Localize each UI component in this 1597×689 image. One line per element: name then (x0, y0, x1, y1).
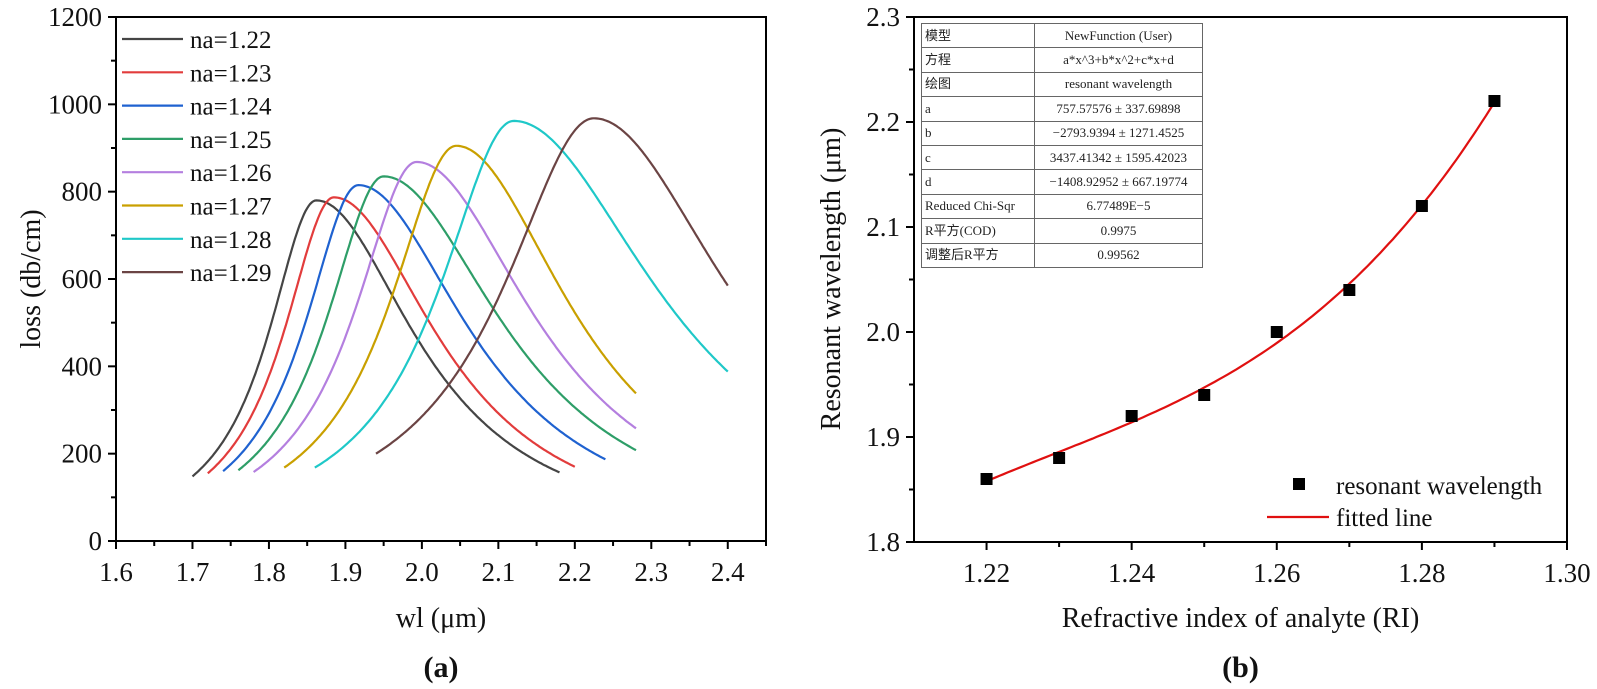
fit-table-row: 绘图 resonant wavelength (921, 71, 1203, 98)
y-tick-label-b: 2.0 (866, 317, 900, 347)
fitted-curve (986, 101, 1496, 483)
fit-table-value: −2793.9394 ± 1271.4525 (1034, 120, 1203, 146)
y-tick-label-a: 1000 (48, 89, 102, 119)
fit-table-key: R平方(COD) (921, 218, 1035, 244)
x-tick-label-a: 1.7 (176, 557, 210, 587)
data-point (1125, 410, 1138, 422)
x-tick-label-a: 2.1 (481, 557, 515, 587)
fit-table-key: 调整后R平方 (921, 242, 1035, 268)
legend-label: na=1.25 (190, 127, 271, 154)
fit-table-value: 6.77489E−5 (1034, 193, 1203, 220)
y-tick-label-a: 400 (62, 351, 103, 381)
legend-label: na=1.24 (190, 94, 272, 121)
legend-label-points: resonant wavelength (1336, 473, 1543, 500)
fit-table-key: 模型 (921, 22, 1035, 49)
y-tick-label-a: 1200 (48, 2, 102, 32)
y-tick-label-a: 600 (62, 264, 103, 294)
series-line-na-1-24 (222, 183, 606, 472)
fit-table-value: a*x^3+b*x^2+c*x+d (1034, 47, 1203, 73)
fit-results-table: 模型 NewFunction (User) 方程 a*x^3+b*x^2+c*x+d 绘… (921, 22, 1203, 268)
legend-marker-points (1293, 478, 1305, 490)
x-tick-label-a: 2.3 (634, 557, 668, 587)
series-line-na-1-23 (207, 196, 576, 475)
x-tick-label-a: 1.9 (329, 557, 363, 587)
y-tick-label-b: 2.2 (866, 107, 900, 137)
fit-table-value: 0.99562 (1034, 242, 1203, 268)
y-tick-label-b: 2.3 (866, 2, 900, 32)
y-axis-title-b: Resonant wavelength (μm) (816, 128, 847, 431)
fit-table-value: 3437.41342 ± 1595.42023 (1034, 144, 1203, 171)
legend-label: na=1.28 (190, 227, 271, 254)
series-line-na-1-25 (237, 175, 637, 472)
fit-table-row: b −2793.9394 ± 1271.4525 (921, 120, 1203, 146)
y-tick-label-b: 1.8 (866, 527, 900, 557)
data-point (980, 473, 993, 485)
y-tick-label-a: 200 (62, 439, 103, 469)
x-tick-label-b: 1.24 (1108, 558, 1156, 588)
series-line-na-1-26 (252, 160, 637, 473)
fit-table-row: a 757.57576 ± 337.69898 (921, 96, 1203, 122)
data-point (1053, 452, 1066, 464)
fit-table-key: Reduced Chi-Sqr (921, 193, 1035, 220)
fit-table-row: c 3437.41342 ± 1595.42023 (921, 144, 1203, 171)
y-tick-label-a: 0 (89, 526, 103, 556)
fit-table-value: 757.57576 ± 337.69898 (1034, 96, 1203, 122)
legend-label-fit: fitted line (1336, 505, 1433, 532)
legend-label: na=1.22 (190, 27, 271, 54)
fit-table-row: 调整后R平方 0.99562 (921, 242, 1203, 268)
y-axis-title-a: loss (db/cm) (16, 209, 47, 348)
series-line-na-1-27 (283, 144, 637, 469)
fit-table-key: a (921, 96, 1035, 122)
fit-table-key: c (921, 144, 1035, 171)
caption-a: (a) (424, 651, 459, 684)
series-line-na-1-29 (375, 117, 729, 455)
fit-table-row: R平方(COD) 0.9975 (921, 218, 1203, 244)
legend-label: na=1.26 (190, 160, 271, 187)
x-tick-label-b: 1.30 (1543, 558, 1590, 588)
legend-label: na=1.27 (190, 194, 271, 221)
data-point (1198, 389, 1211, 401)
x-tick-label-b: 1.26 (1253, 558, 1300, 588)
fit-table-key: 绘图 (921, 71, 1035, 98)
x-tick-label-b: 1.22 (963, 558, 1010, 588)
fit-table-value: resonant wavelength (1034, 71, 1203, 98)
x-axis-title-a: wl (μm) (396, 603, 486, 634)
fit-table-value: 0.9975 (1034, 218, 1203, 244)
legend-label: na=1.29 (190, 260, 271, 287)
fit-table-row: Reduced Chi-Sqr 6.77489E−5 (921, 193, 1203, 220)
fit-table-key: b (921, 120, 1035, 146)
data-point (1415, 200, 1428, 212)
fit-table-value: −1408.92952 ± 667.19774 (1034, 169, 1203, 195)
fit-table-row: 模型 NewFunction (User) (921, 22, 1203, 49)
fit-table-key: d (921, 169, 1035, 195)
fit-table-key: 方程 (921, 47, 1035, 73)
x-tick-label-a: 2.4 (711, 557, 745, 587)
y-tick-label-b: 2.1 (866, 212, 900, 242)
x-tick-label-b: 1.28 (1398, 558, 1445, 588)
y-tick-label-b: 1.9 (866, 422, 900, 452)
series-line-na-1-22 (191, 199, 560, 478)
series-line-na-1-28 (314, 119, 729, 469)
data-point (1270, 326, 1283, 338)
legend-label: na=1.23 (190, 60, 271, 87)
fit-table-row: d −1408.92952 ± 667.19774 (921, 169, 1203, 195)
x-tick-label-a: 1.6 (99, 557, 133, 587)
x-tick-label-a: 1.8 (252, 557, 286, 587)
fit-table-row: 方程 a*x^3+b*x^2+c*x+d (921, 47, 1203, 73)
data-point (1343, 284, 1356, 296)
data-point (1488, 95, 1501, 107)
x-axis-title-b: Refractive index of analyte (RI) (1062, 603, 1420, 634)
x-tick-label-a: 2.0 (405, 557, 439, 587)
x-tick-label-a: 2.2 (558, 557, 592, 587)
fit-table-value: NewFunction (User) (1034, 22, 1203, 49)
caption-b: (b) (1222, 651, 1259, 684)
y-tick-label-a: 800 (62, 177, 103, 207)
